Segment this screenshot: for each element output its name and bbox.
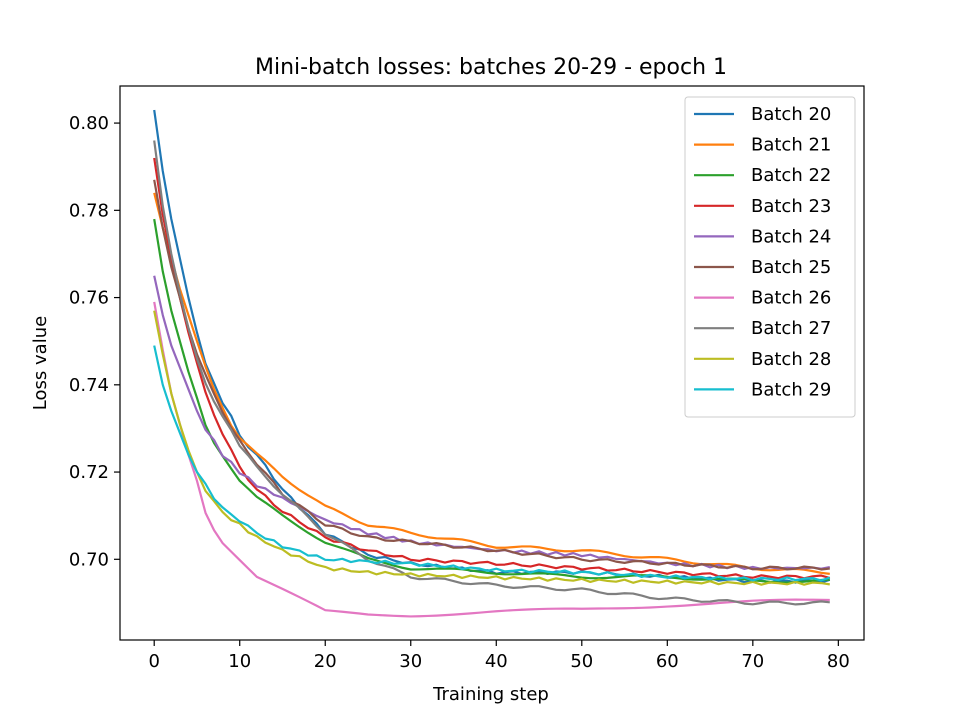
legend-label: Batch 22: [751, 165, 831, 186]
x-tick-label: 50: [570, 651, 593, 672]
y-axis: 0.70 0.72 0.74 0.76 0.78 0.80: [69, 113, 120, 570]
x-tick-label: 10: [228, 651, 251, 672]
plot-lines: [153, 109, 831, 618]
x-tick-label: 40: [485, 651, 508, 672]
series-line-7: [153, 301, 830, 618]
series-line-10: [153, 345, 831, 582]
x-axis-label: Training step: [432, 684, 549, 705]
series-line-9: [153, 310, 830, 586]
legend-label: Batch 28: [751, 349, 831, 370]
chart-title: Mini-batch losses: batches 20-29 - epoch…: [255, 55, 727, 80]
legend-label: Batch 27: [751, 318, 831, 339]
legend-label: Batch 26: [751, 288, 831, 309]
y-tick-label: 0.76: [69, 288, 109, 309]
series-line-3: [153, 218, 830, 584]
legend: Batch 20 Batch 21 Batch 22 Batch 23 Batch 24…: [684, 96, 856, 418]
y-tick-label: 0.74: [69, 375, 109, 396]
series-line-1: [153, 109, 831, 584]
series-line-2: [153, 192, 830, 575]
x-tick-label: 80: [827, 651, 850, 672]
legend-box: [684, 96, 856, 418]
legend-label: Batch 24: [751, 226, 831, 247]
series-line-4: [153, 157, 831, 580]
x-tick-label: 70: [741, 651, 764, 672]
legend-label: Batch 20: [751, 104, 831, 125]
legend-label: Batch 21: [751, 135, 831, 156]
y-tick-label: 0.80: [69, 113, 109, 134]
x-tick-label: 30: [399, 651, 422, 672]
x-tick-label: 60: [656, 651, 679, 672]
legend-label: Batch 29: [751, 379, 831, 400]
x-tick-label: 20: [314, 651, 337, 672]
x-axis: 0 10 20 30 40 50 60 70 80: [148, 640, 850, 672]
y-tick-label: 0.70: [69, 549, 109, 570]
y-tick-label: 0.78: [69, 200, 109, 221]
series-line-6: [153, 179, 830, 571]
x-tick-label: 0: [148, 651, 159, 672]
legend-label: Batch 25: [751, 257, 831, 278]
y-axis-label: Loss value: [30, 316, 51, 410]
legend-label: Batch 23: [751, 196, 831, 217]
y-tick-label: 0.72: [69, 462, 109, 483]
plot-frame: [119, 85, 865, 641]
series-line-8: [153, 140, 830, 606]
